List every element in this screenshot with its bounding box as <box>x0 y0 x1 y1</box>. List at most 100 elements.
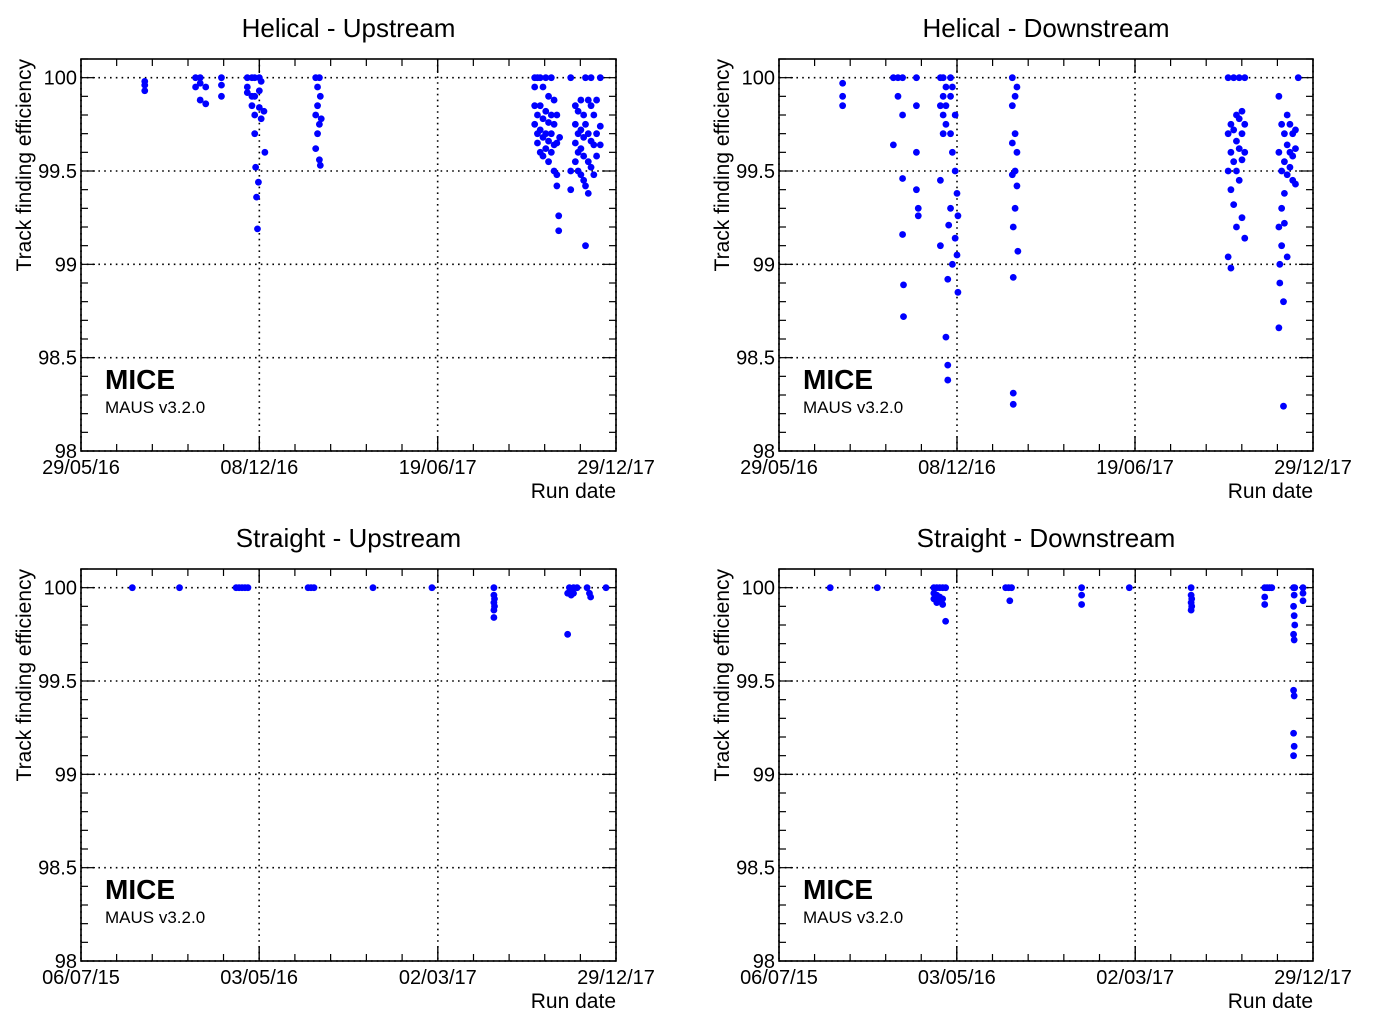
data-point <box>257 115 265 123</box>
data-point <box>1008 102 1016 110</box>
data-point <box>243 89 251 96</box>
data-point <box>1280 298 1287 306</box>
data-point <box>1281 190 1288 197</box>
data-point <box>553 182 561 190</box>
y-tick-label: 98 <box>753 951 775 973</box>
plot-area <box>81 59 616 451</box>
data-point <box>547 74 555 82</box>
data-point <box>1227 148 1235 156</box>
data-point <box>582 182 589 190</box>
data-point <box>218 92 225 100</box>
data-point <box>315 120 323 128</box>
plot-area <box>779 569 1313 961</box>
data-point <box>1290 686 1297 694</box>
data-point <box>1283 141 1291 149</box>
y-tick-label: 98.5 <box>736 348 775 370</box>
data-point <box>584 96 592 104</box>
data-point <box>251 130 259 138</box>
data-point <box>369 584 377 592</box>
data-point <box>1289 152 1297 160</box>
data-point <box>141 81 149 89</box>
data-point <box>261 148 269 156</box>
y-tick-label: 100 <box>44 68 77 90</box>
data-point <box>244 584 252 592</box>
data-point <box>939 601 947 608</box>
data-point <box>428 584 436 592</box>
data-point <box>1290 612 1298 620</box>
data-point <box>1238 214 1246 222</box>
data-point <box>553 171 561 179</box>
data-point <box>584 130 592 138</box>
data-point <box>196 96 204 104</box>
data-point <box>192 83 199 91</box>
data-point <box>1276 260 1284 268</box>
y-tick-label: 98 <box>753 441 775 463</box>
data-point <box>954 288 962 296</box>
data-point <box>1227 186 1235 194</box>
data-point <box>1078 601 1086 608</box>
data-point <box>564 630 572 638</box>
data-point <box>1281 158 1288 166</box>
x-tick-label: 29/12/17 <box>1274 457 1352 479</box>
data-point <box>1009 389 1017 397</box>
data-point <box>1125 584 1133 592</box>
plot-frame <box>80 58 617 452</box>
data-point <box>1011 204 1019 212</box>
data-point <box>1235 145 1243 153</box>
data-point <box>1275 223 1283 231</box>
x-axis-label: Run date <box>1228 990 1313 1013</box>
x-tick-label: 02/03/17 <box>399 967 477 989</box>
x-tick-label: 08/12/16 <box>220 457 298 479</box>
data-point <box>1233 137 1240 145</box>
y-tick-label: 100 <box>44 578 77 600</box>
data-point <box>1283 171 1291 179</box>
data-point <box>254 225 261 233</box>
data-point <box>128 584 136 592</box>
data-point <box>593 130 600 138</box>
x-tick-label: 29/12/17 <box>1274 967 1352 989</box>
data-point <box>1280 402 1287 410</box>
data-point <box>900 313 907 320</box>
data-point <box>314 130 321 138</box>
data-point <box>951 234 959 242</box>
data-point <box>547 111 555 119</box>
data-point <box>196 74 204 82</box>
data-point <box>571 120 579 128</box>
data-point <box>593 96 600 104</box>
data-point <box>914 212 922 220</box>
data-point <box>587 74 595 82</box>
chart-title: Straight - Downstream <box>917 523 1176 553</box>
data-point <box>491 595 498 603</box>
data-point <box>1009 223 1017 231</box>
data-point <box>539 115 547 123</box>
data-point <box>914 204 922 212</box>
data-point <box>1014 247 1022 255</box>
data-point <box>1078 584 1086 592</box>
data-point <box>310 584 318 592</box>
data-point <box>602 584 610 592</box>
data-point <box>1013 182 1021 190</box>
x-tick-label: 06/07/15 <box>740 967 818 989</box>
software-label: MAUS v3.2.0 <box>803 908 903 927</box>
data-point <box>542 74 550 82</box>
data-point <box>582 242 589 250</box>
data-point <box>1241 120 1249 128</box>
data-point <box>316 162 324 169</box>
data-point <box>939 74 947 82</box>
data-point <box>1275 92 1283 100</box>
data-point <box>1290 630 1297 638</box>
y-tick-label: 99.5 <box>736 161 775 183</box>
x-axis-label: Run date <box>531 480 616 503</box>
data-point <box>936 242 944 250</box>
data-point <box>894 92 902 100</box>
data-point <box>255 87 263 95</box>
data-point <box>839 79 847 87</box>
data-point <box>531 102 539 110</box>
data-point <box>251 92 259 100</box>
data-point <box>490 584 498 592</box>
data-point <box>583 584 591 592</box>
data-point <box>1292 145 1299 153</box>
data-point <box>1235 74 1243 82</box>
